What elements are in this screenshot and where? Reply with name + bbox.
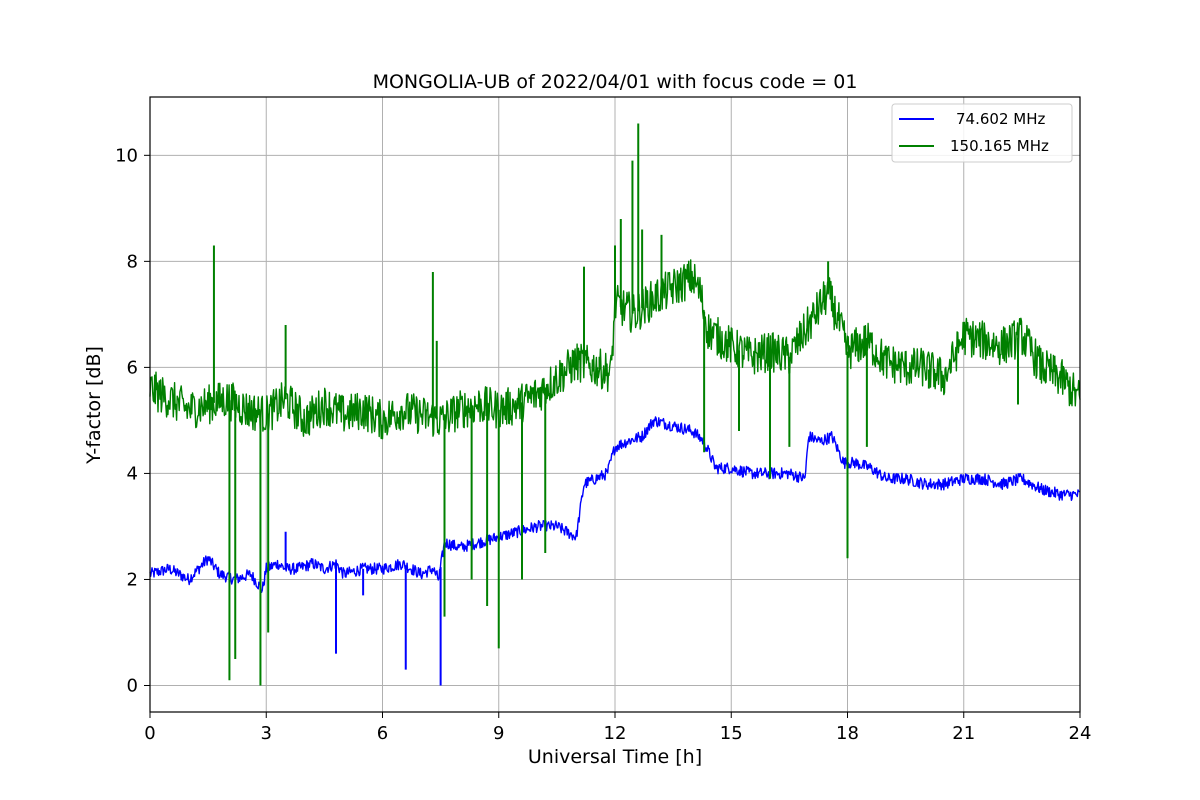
y-tick-label: 6 xyxy=(127,357,138,378)
x-tick-label: 0 xyxy=(144,723,155,744)
legend-label-74: 74.602 MHz xyxy=(956,110,1045,128)
chart-title: MONGOLIA-UB of 2022/04/01 with focus cod… xyxy=(373,71,858,93)
y-tick-label: 0 xyxy=(127,675,138,696)
x-tick-label: 6 xyxy=(377,723,388,744)
series-green xyxy=(149,123,1081,686)
series-group xyxy=(149,123,1081,686)
x-tick-label: 12 xyxy=(604,723,627,744)
y-tick-label: 4 xyxy=(127,463,138,484)
y-tick-label: 10 xyxy=(115,145,138,166)
x-tick-label: 18 xyxy=(836,723,859,744)
series-line xyxy=(149,416,1081,593)
x-tick-label: 24 xyxy=(1069,723,1092,744)
y-tick-label: 8 xyxy=(127,251,138,272)
x-tick-label: 15 xyxy=(720,723,743,744)
y-tick-label: 2 xyxy=(127,569,138,590)
legend-label-150: 150.165 MHz xyxy=(950,137,1049,155)
y-axis-label: Y-factor [dB] xyxy=(83,346,105,465)
x-tick-label: 21 xyxy=(952,723,975,744)
legend-box xyxy=(891,103,1073,163)
x-axis-label: Universal Time [h] xyxy=(528,746,702,768)
legend: 74.602 MHz 150.165 MHz xyxy=(891,103,1073,163)
x-tick-label: 3 xyxy=(261,723,272,744)
series-blue xyxy=(149,416,1081,686)
x-tick-label: 9 xyxy=(493,723,504,744)
